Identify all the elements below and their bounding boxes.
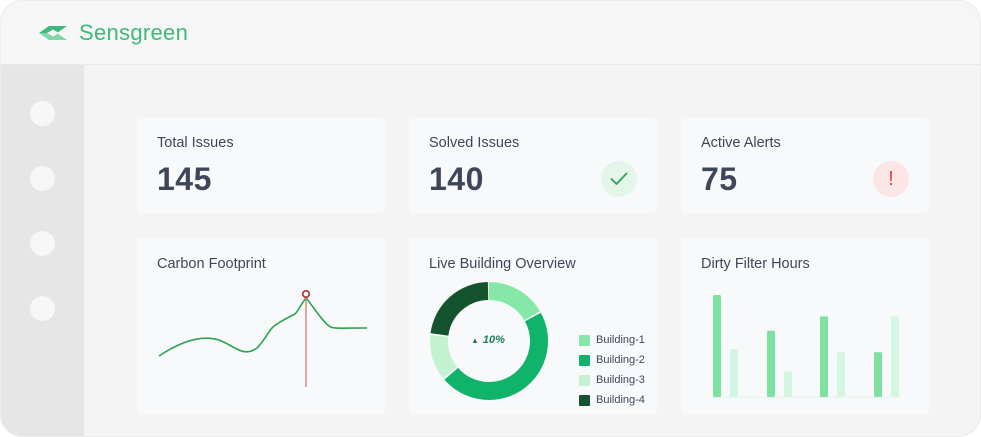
dirty-filter-title: Dirty Filter Hours xyxy=(701,256,810,272)
sidebar-item-1[interactable] xyxy=(30,101,55,126)
top-bar: Sensgreen xyxy=(1,1,980,65)
filter-bar-6[interactable] xyxy=(837,352,845,397)
sidebar-item-3[interactable] xyxy=(30,231,55,256)
legend-swatch xyxy=(579,394,590,406)
sensgreen-logo-icon xyxy=(39,25,67,40)
legend-item[interactable]: Building-4 xyxy=(579,390,645,410)
total-issues-card[interactable]: Total Issues 145 xyxy=(137,117,385,213)
total-issues-value: 145 xyxy=(157,161,212,197)
alert-icon: ! xyxy=(873,161,909,197)
check-icon xyxy=(601,161,637,197)
building-donut-chart xyxy=(430,282,548,400)
carbon-footprint-title: Carbon Footprint xyxy=(157,256,266,272)
legend-item[interactable]: Building-2 xyxy=(579,350,645,370)
legend-item[interactable]: Building-3 xyxy=(579,370,645,390)
donut-center-value: 10% xyxy=(482,334,505,346)
active-alerts-value: 75 xyxy=(701,161,738,197)
trend-up-icon: ▲ xyxy=(471,335,479,345)
legend-label: Building-2 xyxy=(596,354,645,366)
donut-segment-1[interactable] xyxy=(430,282,548,400)
solved-issues-value: 140 xyxy=(429,161,484,197)
legend-swatch xyxy=(579,354,590,366)
donut-center-label: ▲ 10% xyxy=(471,334,505,346)
total-issues-label: Total Issues xyxy=(157,135,234,151)
legend-item[interactable]: Building-1 xyxy=(579,330,645,350)
building-legend: Building-1 Building-2 Building-3 Buildin… xyxy=(579,330,645,410)
carbon-footprint-card[interactable]: Carbon Footprint xyxy=(137,238,385,415)
carbon-footprint-chart xyxy=(158,289,368,387)
filter-bar-5[interactable] xyxy=(820,316,828,397)
dirty-filter-card[interactable]: Dirty Filter Hours xyxy=(681,238,929,415)
filter-bar-7[interactable] xyxy=(874,352,882,397)
solved-issues-card[interactable]: Solved Issues 140 xyxy=(409,117,657,213)
filter-bar-3[interactable] xyxy=(767,330,775,397)
filter-bar-1[interactable] xyxy=(713,295,721,397)
dirty-filter-chart xyxy=(711,295,901,398)
sidebar-item-2[interactable] xyxy=(30,166,55,191)
legend-label: Building-4 xyxy=(596,394,645,406)
donut-segment-2[interactable] xyxy=(430,282,548,400)
filter-bar-8[interactable] xyxy=(891,316,899,397)
solved-issues-label: Solved Issues xyxy=(429,135,520,151)
filter-bar-4[interactable] xyxy=(784,371,792,398)
filter-bar-2[interactable] xyxy=(730,349,738,397)
legend-swatch xyxy=(579,374,590,386)
active-alerts-label: Active Alerts xyxy=(701,135,781,151)
legend-swatch xyxy=(579,334,590,346)
carbon-marker-point xyxy=(302,289,311,298)
logo[interactable]: Sensgreen xyxy=(37,20,188,46)
donut-segment-3[interactable] xyxy=(430,282,548,400)
sidebar xyxy=(1,65,84,436)
live-building-title: Live Building Overview xyxy=(429,256,576,272)
carbon-line xyxy=(158,296,368,357)
live-building-card[interactable]: Live Building Overview ▲ 10% Building-1 … xyxy=(409,238,657,415)
legend-label: Building-3 xyxy=(596,374,645,386)
sidebar-item-4[interactable] xyxy=(30,296,55,321)
active-alerts-card[interactable]: Active Alerts 75 ! xyxy=(681,117,929,213)
app-name: Sensgreen xyxy=(79,19,189,45)
legend-label: Building-1 xyxy=(596,334,645,346)
